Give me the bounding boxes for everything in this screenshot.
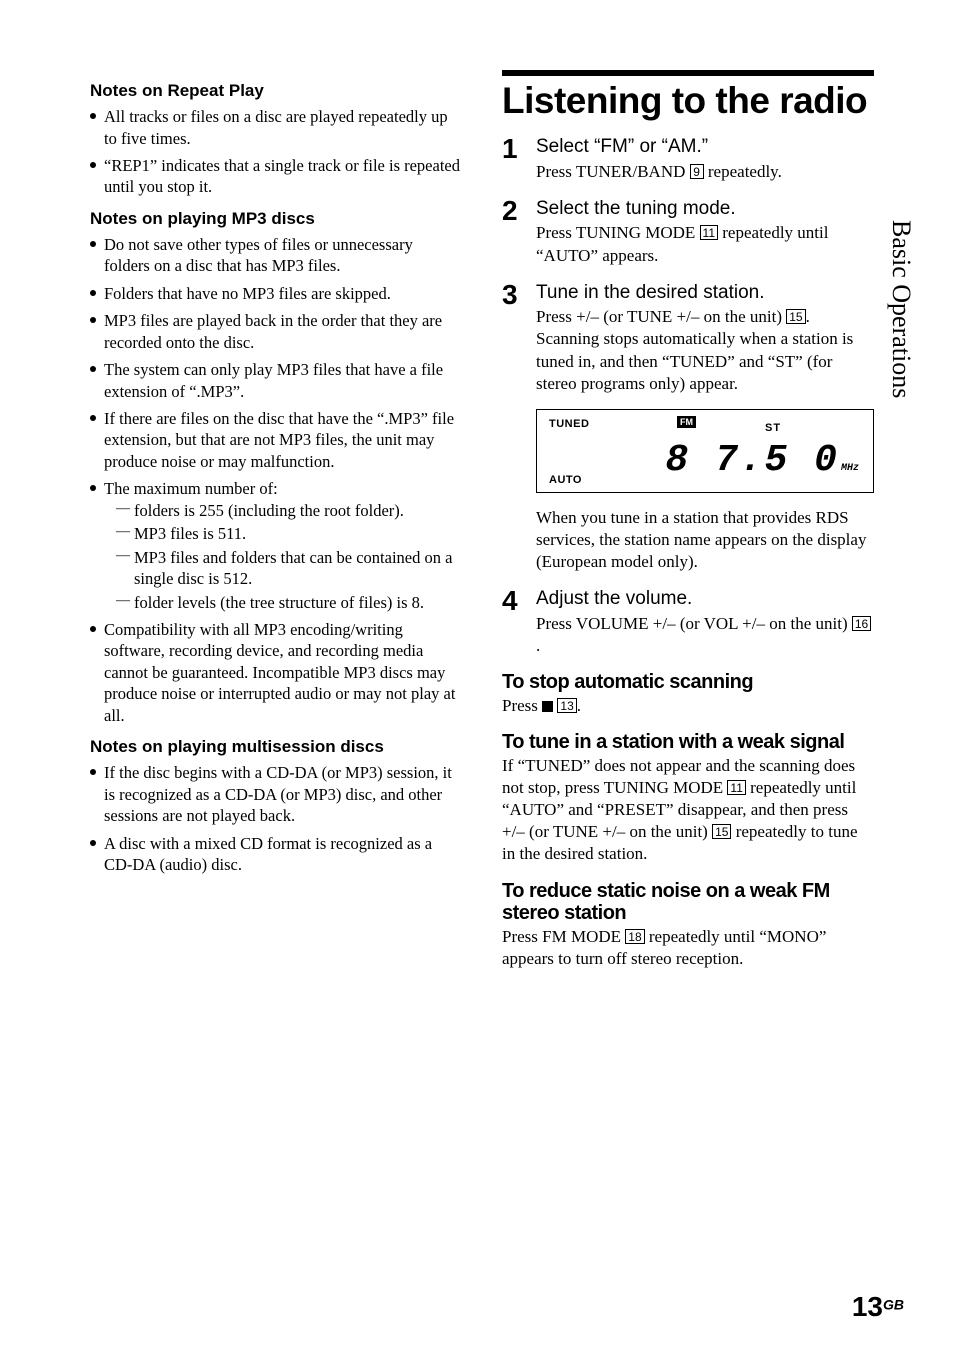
step-4: 4 Adjust the volume. Press VOLUME +/– (o… [502,587,874,657]
list-item: MP3 files and folders that can be contai… [118,547,462,590]
step-3: 3 Tune in the desired station. Press +/–… [502,281,874,395]
heading-multisession: Notes on playing multisession discs [90,736,462,758]
list-item: The system can only play MP3 files that … [90,359,462,402]
title-rule [502,70,874,76]
ref-box: 15 [786,309,805,324]
sublist-max: folders is 255 (including the root folde… [118,500,462,613]
frequency-value: 8 7.5 0 [665,439,839,482]
ref-box: 9 [690,164,704,179]
step-text: Press +/– (or TUNE +/– on the unit) 15. … [536,306,874,394]
list-repeat: All tracks or files on a disc are played… [90,106,462,198]
step-text: Press VOLUME +/– (or VOL +/– on the unit… [536,613,874,657]
text: Press [502,696,542,715]
heading-weak-signal: To tune in a station with a weak signal [502,731,874,753]
list-item: Folders that have no MP3 files are skipp… [90,283,462,304]
list-multisession: If the disc begins with a CD-DA (or MP3)… [90,762,462,875]
ref-box: 11 [700,225,718,240]
list-item: A disc with a mixed CD format is recogni… [90,833,462,876]
display-frequency: 8 7.5 0MHz [665,439,859,482]
list-item: All tracks or files on a disc are played… [90,106,462,149]
weak-signal-body: If “TUNED” does not appear and the scann… [502,755,874,865]
step-heading: Tune in the desired station. [536,281,874,305]
step-heading: Select the tuning mode. [536,197,874,221]
heading-stop-scan: To stop automatic scanning [502,671,874,693]
rds-note: When you tune in a station that provides… [536,507,874,573]
step-number: 2 [502,197,524,267]
ref-box: 18 [625,929,644,944]
list-item: Compatibility with all MP3 encoding/writ… [90,619,462,726]
list-item: If the disc begins with a CD-DA (or MP3)… [90,762,462,826]
ref-box: 15 [712,824,731,839]
text: Press FM MODE [502,927,625,946]
text: Press +/– (or TUNE +/– on the unit) [536,307,786,326]
ref-box: 16 [852,616,871,631]
list-item: MP3 files is 511. [118,523,462,544]
step-number: 3 [502,281,524,395]
list-mp3: Do not save other types of files or unne… [90,234,462,726]
heading-static: To reduce static noise on a weak FM ster… [502,880,874,924]
steps: 1 Select “FM” or “AM.” Press TUNER/BAND … [502,135,874,395]
list-item: MP3 files are played back in the order t… [90,310,462,353]
static-body: Press FM MODE 18 repeatedly until “MONO”… [502,926,874,970]
step-text: Press TUNING MODE 11 repeatedly until “A… [536,222,874,266]
list-item: The maximum number of: folders is 255 (i… [90,478,462,613]
left-column: Notes on Repeat Play All tracks or files… [90,70,462,970]
list-item: “REP1” indicates that a single track or … [90,155,462,198]
ref-box: 13 [557,698,576,713]
display-st-label: ST [765,422,781,434]
text: Press TUNING MODE [536,223,700,242]
step-number: 1 [502,135,524,183]
step-2: 2 Select the tuning mode. Press TUNING M… [502,197,874,267]
ref-box: 11 [727,780,745,795]
tuner-display: TUNED AUTO FM ST 8 7.5 0MHz [536,409,874,493]
display-tuned-label: TUNED [549,418,589,430]
step-text: Press TUNER/BAND 9 repeatedly. [536,161,874,183]
stop-icon [542,701,553,712]
side-tab: Basic Operations [886,220,916,398]
right-column: Listening to the radio 1 Select “FM” or … [502,70,874,970]
text: . [536,636,540,655]
list-item: folder levels (the tree structure of fil… [118,592,462,613]
page-title: Listening to the radio [502,82,874,121]
page-number: 13GB [852,1291,904,1323]
text: . [577,696,581,715]
display-fm-label: FM [677,416,696,428]
page-number-value: 13 [852,1291,883,1322]
list-item: Do not save other types of files or unne… [90,234,462,277]
text: Press TUNER/BAND [536,162,690,181]
list-item: folders is 255 (including the root folde… [118,500,462,521]
list-item: If there are files on the disc that have… [90,408,462,472]
frequency-unit: MHz [841,463,859,474]
text: Press VOLUME +/– (or VOL +/– on the unit… [536,614,852,633]
stop-scan-body: Press 13. [502,695,874,717]
step-heading: Select “FM” or “AM.” [536,135,874,159]
step-number: 4 [502,587,524,657]
display-auto-label: AUTO [549,474,582,486]
heading-mp3: Notes on playing MP3 discs [90,208,462,230]
list-item-text: The maximum number of: [104,479,278,498]
text: repeatedly. [704,162,782,181]
step-1: 1 Select “FM” or “AM.” Press TUNER/BAND … [502,135,874,183]
heading-repeat: Notes on Repeat Play [90,80,462,102]
page-number-suffix: GB [883,1297,904,1313]
step-heading: Adjust the volume. [536,587,874,611]
